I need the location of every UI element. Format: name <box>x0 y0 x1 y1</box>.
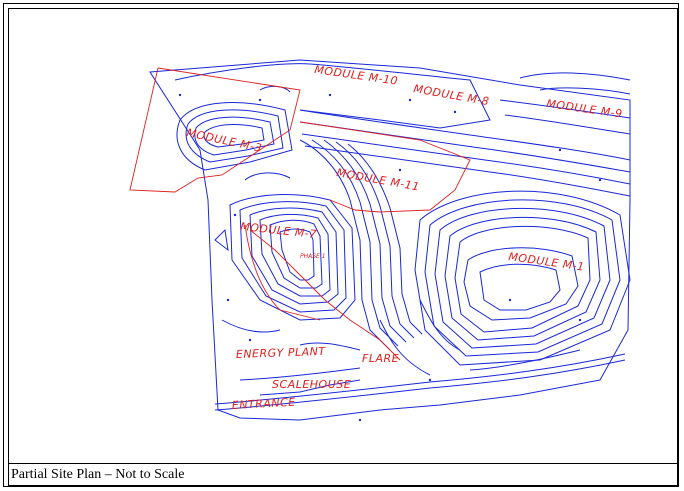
label-module-m3: MODULE M-3 <box>185 126 263 155</box>
label-flare: FLARE <box>362 352 399 365</box>
label-phase-1: PHASE 1 <box>300 253 326 260</box>
figure-caption: Partial Site Plan – Not to Scale <box>11 467 185 482</box>
label-entrance: ENTRANCE <box>231 396 296 412</box>
label-module-m10: MODULE M-10 <box>314 63 399 88</box>
label-module-m9: MODULE M-9 <box>546 97 624 121</box>
label-module-m1: MODULE M-1 <box>508 250 586 274</box>
permit-boundary <box>129 67 471 361</box>
caption-divider <box>8 463 678 464</box>
label-energy-plant: ENERGY PLANT <box>236 345 327 361</box>
survey-points <box>178 93 602 422</box>
label-module-m8: MODULE M-8 <box>412 82 490 108</box>
label-module-m11: MODULE M-11 <box>335 166 420 193</box>
outer-frame <box>3 3 679 487</box>
contour-lines <box>149 59 631 421</box>
label-scalehouse: SCALEHOUSE <box>272 378 351 391</box>
